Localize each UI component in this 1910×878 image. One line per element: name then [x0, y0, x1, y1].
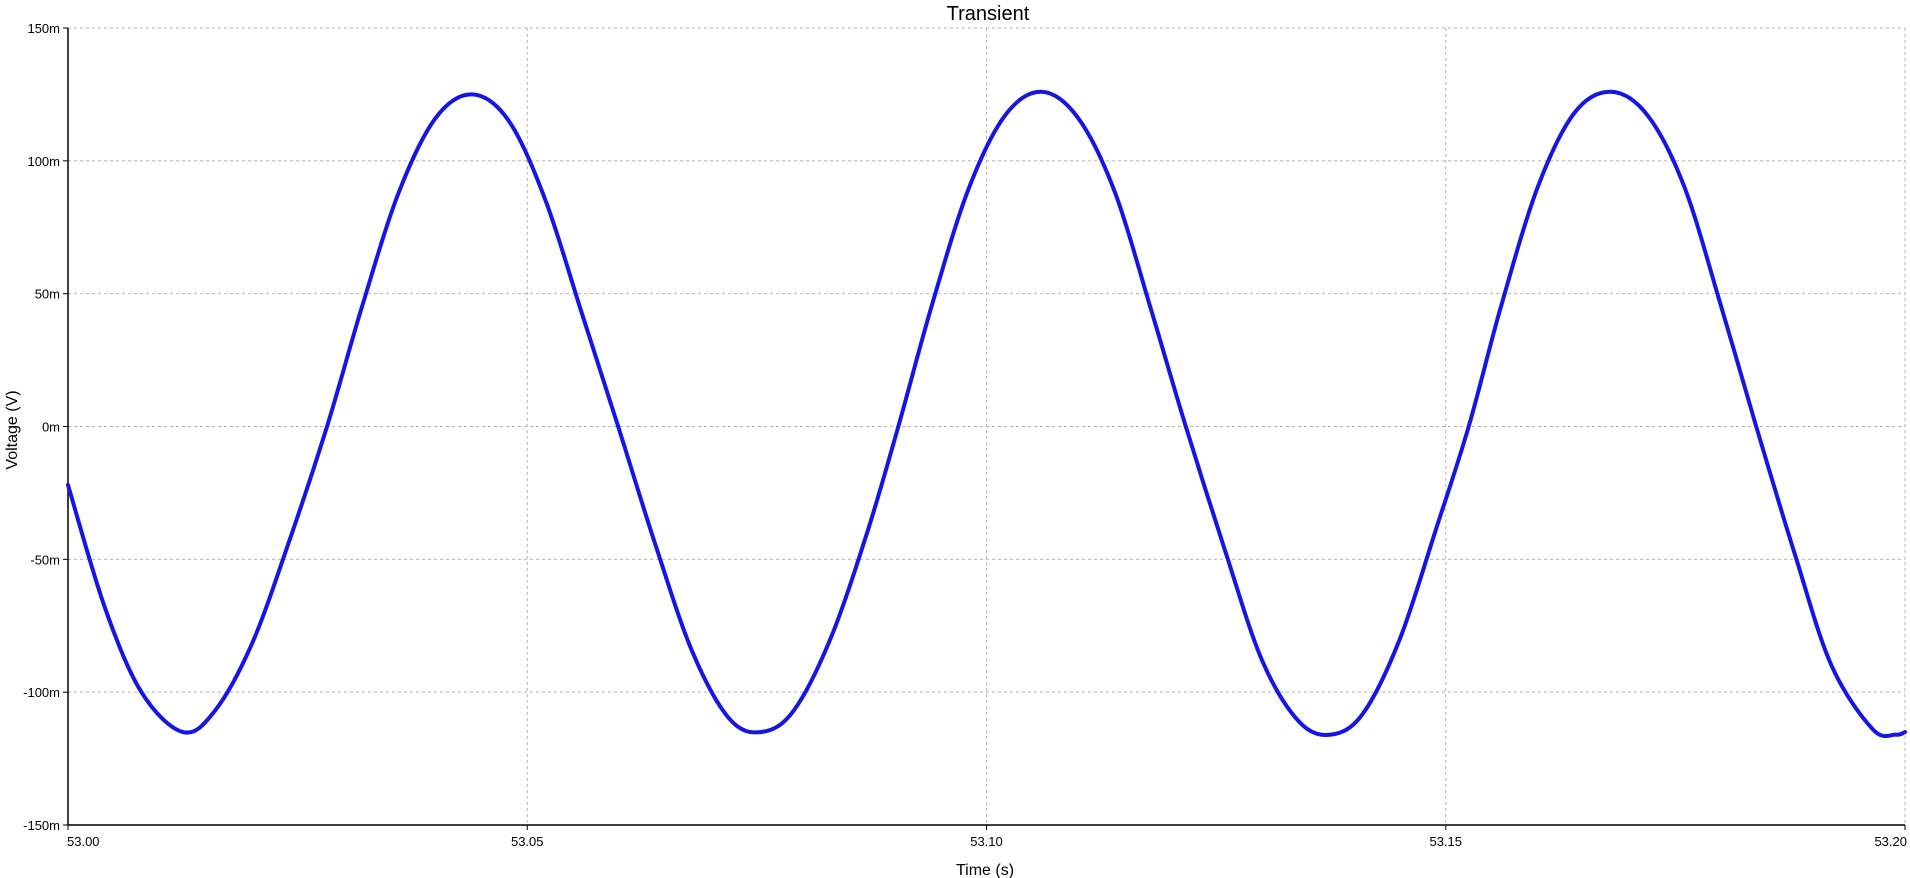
x-tick-label: 53.15 — [1429, 834, 1462, 849]
grid-lines — [68, 27, 1906, 825]
y-axis-ticks: -150m -100m -50m 0m 50m 100m 150m — [23, 21, 68, 833]
series-layer — [66, 89, 1907, 739]
y-tick-label: -100m — [23, 685, 60, 700]
x-tick-label: 53.20 — [1874, 834, 1907, 849]
y-tick-label: -50m — [30, 552, 60, 567]
chart-title: Transient — [947, 3, 1030, 25]
series-line — [66, 89, 1907, 739]
y-tick-label: 100m — [27, 154, 60, 169]
y-tick-label: 50m — [35, 287, 60, 302]
x-tick-label: 53.05 — [511, 834, 544, 849]
x-tick-label: 53.10 — [970, 834, 1003, 849]
x-axis-title: Time (s) — [956, 862, 1014, 878]
y-tick-label: 150m — [27, 21, 60, 36]
y-tick-label: 0m — [42, 420, 60, 435]
y-axis-title: Voltage (V) — [4, 390, 21, 469]
x-axis-ticks: 53.00 53.05 53.10 53.15 53.20 — [67, 825, 1907, 849]
x-tick-label: 53.00 — [67, 834, 100, 849]
y-tick-label: -150m — [23, 818, 60, 833]
